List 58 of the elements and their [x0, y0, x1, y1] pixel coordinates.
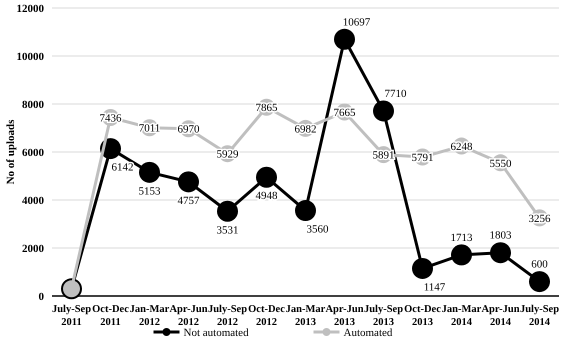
x-tick-label: Apr-Jun 2013 [325, 304, 364, 328]
y-tick-label: 0 [38, 291, 44, 303]
data-label: 600 [531, 258, 548, 271]
data-label: 5791 [412, 152, 434, 164]
data-label: 3560 [306, 224, 329, 236]
data-label: 1147 [424, 281, 446, 294]
point [334, 28, 355, 50]
y-tick-label: 2000 [22, 243, 44, 255]
x-tick-label: Oct-Dec 2012 [248, 304, 286, 328]
data-label: 7710 [384, 88, 407, 100]
y-tick-label: 8000 [22, 99, 44, 111]
data-label: 6970 [178, 124, 200, 136]
point [295, 200, 316, 222]
x-tick-label: July-Sep 2011 [52, 304, 92, 328]
data-label: 5550 [490, 158, 512, 170]
y-tick-label: 10000 [16, 51, 44, 63]
data-label: 5153 [138, 185, 161, 198]
y-axis-title: No of uploads [5, 118, 17, 184]
y-tick-label: 4000 [22, 195, 44, 207]
point [139, 162, 160, 183]
data-label: 4948 [256, 190, 278, 202]
x-tick-label: Jan-Mar 2012 [130, 304, 170, 328]
data-label: 6142 [112, 162, 134, 174]
point [412, 258, 433, 279]
data-label: 3256 [528, 212, 551, 225]
x-tick-label: Jan-Mar 2014 [442, 304, 482, 328]
data-label: 1713 [450, 232, 473, 244]
point [217, 200, 238, 222]
data-label: 7665 [334, 107, 356, 120]
point [529, 271, 550, 292]
x-tick-label: Jan-Mar 2013 [286, 304, 326, 328]
x-tick-label: July-Sep 2012 [208, 304, 248, 328]
data-label: 3531 [216, 224, 238, 236]
point [178, 171, 199, 192]
point [373, 100, 394, 122]
data-label: 7011 [138, 122, 160, 135]
data-label: 6982 [294, 123, 316, 136]
point [490, 242, 511, 264]
data-label: 5929 [216, 148, 239, 161]
x-tick-label: Apr-Jun 2014 [481, 304, 520, 328]
data-label: 1803 [490, 230, 512, 242]
y-tick-label: 12000 [16, 3, 44, 15]
x-tick-label: July-Sep 2014 [520, 304, 560, 328]
legend-label: Not automated [184, 327, 250, 339]
x-tick-label: Oct-Dec 2011 [92, 304, 130, 328]
x-tick-label: July-Sep 2013 [364, 304, 404, 328]
data-label: 6248 [450, 141, 473, 154]
data-label: 7865 [256, 102, 278, 114]
legend-label: Automated [344, 327, 393, 339]
y-tick-label: 6000 [22, 147, 44, 159]
data-label: 5891 [372, 150, 394, 162]
point [256, 166, 277, 188]
x-tick-label: Oct-Dec 2013 [404, 304, 442, 328]
x-tick-label: Apr-Jun 2012 [169, 304, 208, 328]
data-label: 4757 [178, 194, 200, 207]
data-label: 7436 [100, 112, 122, 125]
data-label: 10697 [342, 16, 371, 28]
point [451, 244, 472, 266]
